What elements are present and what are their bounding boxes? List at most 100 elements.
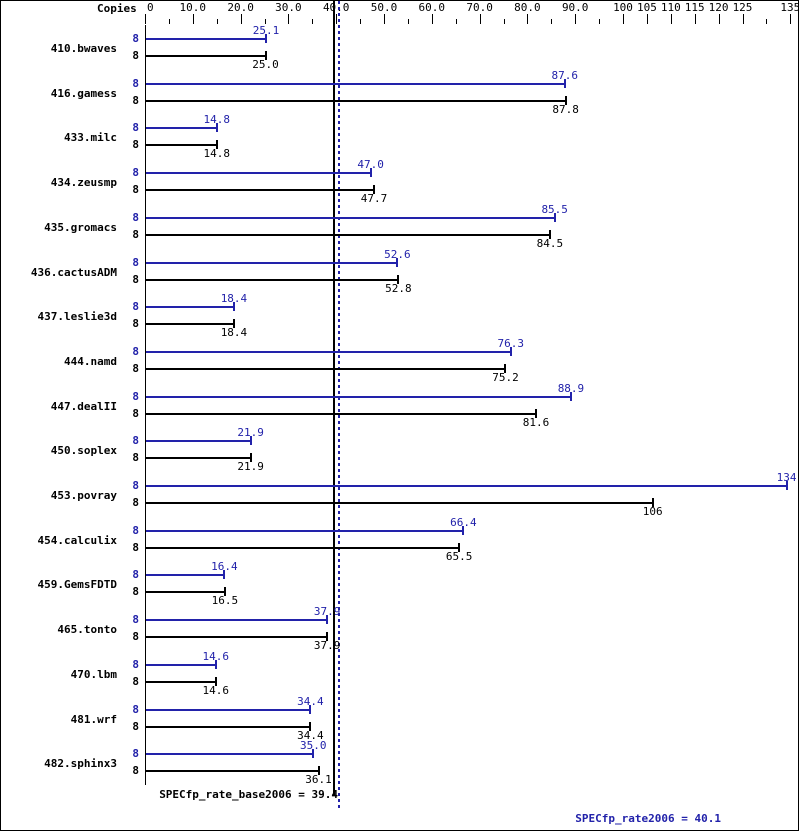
- benchmark-name-label: 481.wrf: [70, 712, 117, 726]
- x-axis-tick-mark: [575, 14, 577, 24]
- benchmark-bar-base: [146, 680, 215, 683]
- copies-count-peak: 8: [132, 479, 139, 492]
- x-axis-tick-mark: [646, 14, 648, 24]
- copies-count-peak: 8: [132, 434, 139, 448]
- copies-count-base: 8: [132, 540, 139, 554]
- bar-value-label-peak: 18.4: [220, 292, 248, 306]
- x-axis-tick-mark: [145, 14, 146, 24]
- bar-value-label-base: 25.0: [252, 58, 279, 71]
- benchmark-bar-base: [146, 323, 233, 326]
- benchmark-bar-base: [146, 591, 224, 594]
- bar-end-cap-base: [564, 95, 567, 105]
- copies-count-base: 8: [132, 93, 139, 107]
- bar-value-label-base: 81.6: [522, 415, 550, 429]
- copies-count-peak: 8: [132, 121, 139, 135]
- bar-end-cap-peak: [223, 570, 226, 580]
- bar-end-cap-base: [317, 766, 320, 776]
- base-reference-line: [333, 1, 336, 796]
- bar-value-label-peak: 134: [776, 471, 797, 484]
- bar-end-cap-peak: [249, 436, 252, 446]
- benchmark-bar-peak: [146, 485, 786, 487]
- x-axis-tick-mark: [479, 14, 481, 24]
- x-axis-tick-label: 0: [147, 1, 154, 14]
- benchmark-bar-base: [146, 233, 549, 236]
- bar-end-cap-peak: [326, 615, 329, 625]
- x-axis-tick-mark: [288, 14, 290, 24]
- benchmark-name-label: 444.namd: [64, 354, 117, 368]
- copies-count-base: 8: [132, 719, 139, 733]
- x-axis-tick-label: 50.0: [370, 1, 398, 14]
- copies-count-base: 8: [132, 451, 139, 465]
- benchmark-name-label: 434.zeusmp: [50, 176, 117, 190]
- benchmark-bar-base: [146, 189, 373, 192]
- bar-end-cap-peak: [569, 391, 572, 401]
- bar-end-cap-base: [458, 542, 461, 552]
- bar-value-label-base: 34.4: [297, 728, 324, 742]
- benchmark-row: 433.milc 8 14.8 8 14.8: [1, 113, 798, 163]
- bar-end-cap-base: [373, 185, 375, 195]
- x-axis-tick-label: 115: [684, 1, 705, 14]
- benchmark-name-label: 416.gamess: [50, 86, 117, 100]
- x-axis-tick-label: 90.0: [561, 1, 589, 14]
- x-axis-tick-label: 70.0: [466, 1, 493, 14]
- benchmark-bar-peak: [146, 261, 397, 264]
- benchmark-name-label: 450.soplex: [50, 444, 117, 458]
- bar-value-label-peak: 76.3: [497, 336, 524, 350]
- bar-end-cap-base: [232, 319, 235, 329]
- bar-value-label-base: 75.2: [492, 370, 519, 384]
- benchmark-bar-base: [146, 457, 250, 460]
- bar-value-label-peak: 14.8: [203, 113, 230, 127]
- benchmark-bar-peak: [146, 395, 570, 398]
- benchmark-bar-base: [146, 546, 459, 549]
- copies-column-header: Copies: [97, 2, 137, 15]
- bar-value-label-peak: 35.0: [300, 739, 327, 753]
- copies-count-base: 8: [132, 764, 139, 778]
- bar-value-label-base: 36.1: [305, 773, 332, 787]
- x-axis-minor-tick: [766, 19, 768, 24]
- benchmark-bar-peak: [146, 440, 250, 443]
- bar-value-label-peak: 88.9: [557, 381, 585, 395]
- copies-count-peak: 8: [132, 613, 139, 627]
- benchmark-bar-peak: [146, 350, 510, 353]
- benchmark-name-label: 410.bwaves: [50, 42, 117, 55]
- bar-end-cap-base: [548, 229, 551, 239]
- bar-value-label-peak: 85.5: [541, 202, 568, 216]
- x-axis-tick-label: 80.0: [514, 1, 541, 14]
- benchmark-bar-base: [146, 770, 318, 773]
- benchmark-row: 481.wrf 8 34.4 8 34.4: [1, 695, 798, 745]
- bar-end-cap-base: [397, 274, 400, 284]
- base-summary-label: SPECfp_rate_base2006 = 39.4: [159, 788, 338, 801]
- benchmark-bar-peak: [146, 753, 313, 756]
- x-axis-minor-tick: [407, 19, 409, 24]
- benchmark-row: 436.cactusADM 8 52.6 8 52.8: [1, 248, 798, 298]
- benchmark-row: 450.soplex 8 21.9 8 21.9: [1, 426, 798, 476]
- x-axis-tick-mark: [790, 14, 792, 24]
- benchmark-bar-base: [146, 55, 265, 57]
- benchmark-row: 416.gamess 8 87.6 8 87.8: [1, 69, 798, 119]
- bar-value-label-peak: 21.9: [237, 426, 264, 440]
- bar-end-cap-peak: [396, 257, 399, 267]
- x-axis-tick-mark: [431, 14, 433, 24]
- benchmark-name-label: 465.tonto: [57, 623, 117, 637]
- x-axis-tick-label: 105: [636, 1, 657, 14]
- bar-value-label-peak: 37.9: [313, 605, 341, 619]
- copies-count-peak: 8: [132, 255, 139, 269]
- benchmark-bar-base: [146, 144, 216, 147]
- x-axis-minor-tick: [216, 19, 218, 24]
- benchmark-name-label: 454.calculix: [37, 533, 117, 547]
- bar-value-label-base: 14.6: [202, 683, 230, 697]
- x-axis-tick-mark: [192, 14, 194, 24]
- benchmark-bar-peak: [146, 708, 310, 711]
- benchmark-row: 465.tonto 8 37.9 8 37.9: [1, 605, 798, 655]
- bar-end-cap-peak: [309, 704, 312, 714]
- x-axis-tick-label: 60.0: [418, 1, 446, 14]
- y-axis-spine: [145, 25, 146, 785]
- benchmark-row: 410.bwaves 8 25.1 8 25.0: [1, 24, 798, 74]
- benchmark-row: 435.gromacs 8 85.5 8 84.5: [1, 203, 798, 253]
- benchmark-bar-base: [146, 367, 505, 370]
- benchmark-row: 434.zeusmp 8 47.0 8 47.7: [1, 158, 798, 208]
- bar-end-cap-base: [264, 51, 267, 60]
- benchmark-name-label: 482.sphinx3: [44, 757, 117, 771]
- bar-value-label-base: 37.9: [313, 639, 341, 653]
